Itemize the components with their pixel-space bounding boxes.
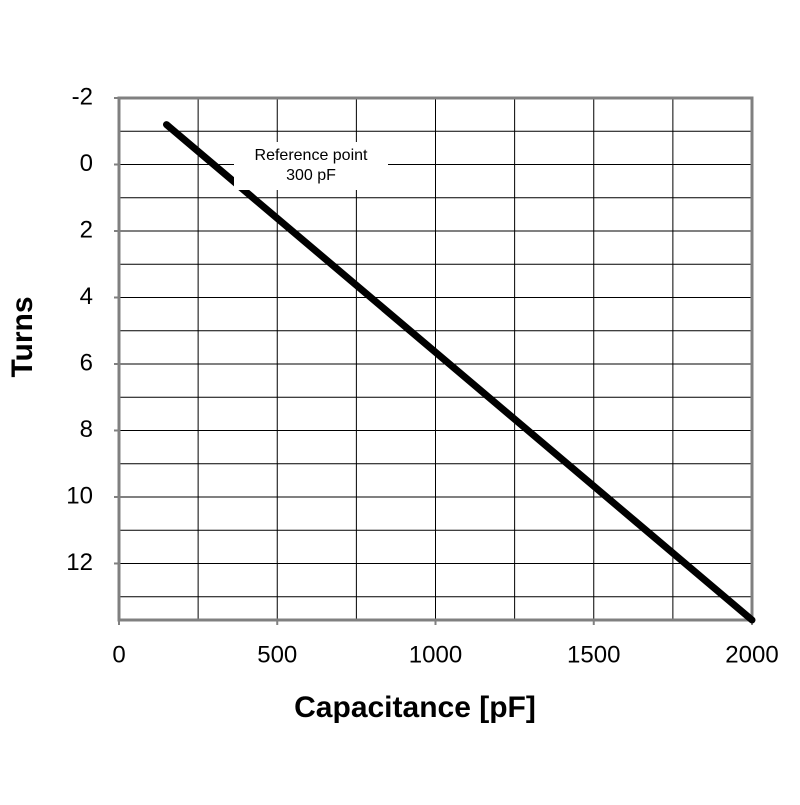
annotation: Reference point: [255, 147, 369, 164]
x-axis-label: Capacitance [pF]: [294, 691, 536, 724]
x-tick-label: 0: [112, 641, 125, 668]
x-tick-label: 1500: [567, 641, 620, 668]
y-tick-label: 4: [80, 283, 93, 310]
y-tick-label: 12: [66, 549, 93, 576]
y-tick-label: 6: [80, 349, 93, 376]
y-tick-label: 10: [66, 482, 93, 509]
x-tick-label: 2000: [725, 641, 778, 668]
y-tick-label: 8: [80, 416, 93, 443]
annotation: 300 pF: [286, 167, 336, 184]
y-axis-label: Turns: [6, 296, 39, 377]
y-tick-label: 0: [80, 150, 93, 177]
annotation-box: [234, 142, 388, 190]
y-tick-label: -2: [72, 83, 93, 110]
x-tick-label: 1000: [409, 641, 462, 668]
y-tick-label: 2: [80, 216, 93, 243]
x-tick-label: 500: [257, 641, 297, 668]
data-line: [162, 121, 756, 624]
